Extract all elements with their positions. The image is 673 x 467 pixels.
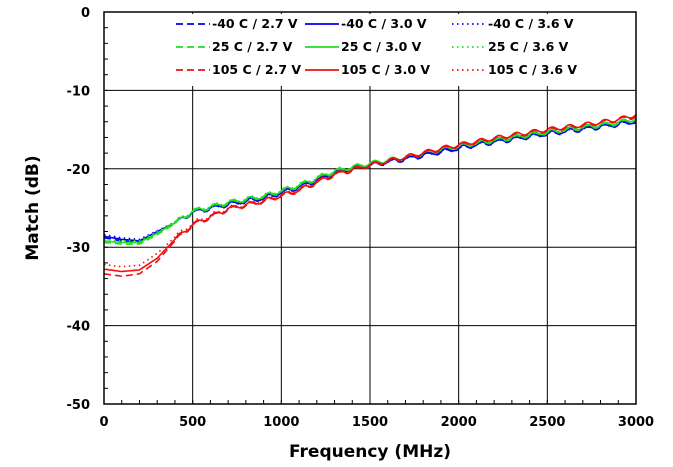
y-axis-title: Match (dB)	[23, 155, 43, 260]
y-tick-labels: 0 -10 -20 -30 -40 -50	[67, 6, 91, 413]
x-tick-label: 3000	[618, 415, 654, 430]
y-tick-label: -50	[67, 398, 91, 413]
x-tick-label: 2500	[529, 415, 565, 430]
y-tick-label: -40	[67, 320, 91, 335]
legend-label: -40 C / 2.7 V	[212, 16, 298, 31]
x-tick-label: 2000	[441, 415, 477, 430]
legend-box	[166, 14, 566, 86]
x-axis-title: Frequency (MHz)	[289, 442, 451, 462]
legend-label: 105 C / 2.7 V	[212, 62, 301, 77]
y-tick-label: -30	[67, 241, 91, 256]
series-lines	[103, 114, 637, 278]
plot-frame	[103, 11, 637, 405]
legend-label: 105 C / 3.0 V	[341, 62, 430, 77]
legend-label: 25 C / 3.0 V	[341, 39, 422, 54]
x-tick-label: 0	[99, 415, 108, 430]
series-line	[103, 114, 637, 273]
legend-label: 25 C / 3.6 V	[488, 39, 569, 54]
x-tick-label: 500	[179, 415, 206, 430]
series-line	[103, 118, 637, 244]
legend-label: 105 C / 3.6 V	[488, 62, 577, 77]
legend-label: 25 C / 2.7 V	[212, 39, 293, 54]
y-tick-label: 0	[81, 6, 90, 21]
x-tick-label: 1500	[352, 415, 388, 430]
y-tick-label: -20	[67, 163, 91, 178]
x-tick-label: 1000	[263, 415, 299, 430]
legend-label: -40 C / 3.6 V	[488, 16, 574, 31]
y-tick-label: -10	[67, 84, 91, 99]
x-tick-labels: 0 500 1000 1500 2000 2500 3000	[99, 415, 654, 430]
legend: -40 C / 2.7 V -40 C / 3.0 V -40 C / 3.6 V 2…	[176, 16, 577, 77]
legend-label: -40 C / 3.0 V	[341, 16, 427, 31]
